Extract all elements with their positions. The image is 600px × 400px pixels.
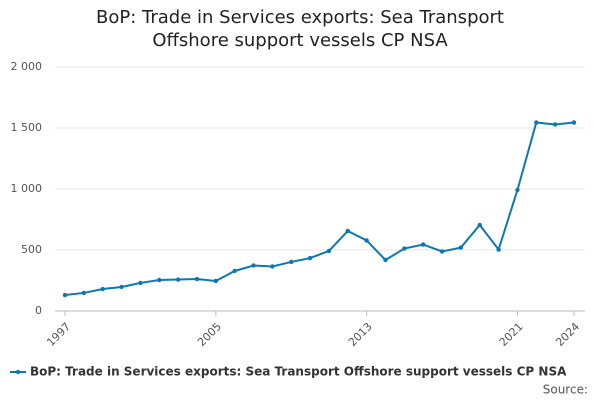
data-point	[420, 242, 426, 247]
data-point	[571, 120, 577, 125]
data-point	[383, 257, 388, 263]
legend-label: BoP: Trade in Services exports: Sea Tran…	[30, 365, 567, 379]
data-point	[552, 122, 558, 127]
x-tick-label: 2005	[195, 320, 224, 349]
data-point	[496, 247, 501, 252]
data-point	[345, 228, 350, 234]
data-point	[251, 263, 256, 268]
source: Source:	[543, 383, 588, 397]
data-point	[232, 268, 237, 274]
legend-marker	[15, 369, 21, 375]
data-point	[81, 290, 87, 296]
data-point	[458, 245, 464, 250]
data-point	[326, 248, 332, 254]
data-point	[289, 259, 294, 265]
y-tick-label: 1 500	[11, 121, 43, 134]
data-point	[270, 264, 275, 269]
data-point	[119, 284, 124, 290]
x-tick-label: 2021	[497, 320, 526, 349]
data-point	[439, 249, 445, 254]
data-point	[402, 246, 407, 251]
data-point	[175, 277, 181, 282]
data-point	[364, 238, 369, 243]
data-point	[477, 222, 482, 228]
data-point	[534, 120, 539, 125]
data-point	[515, 187, 520, 193]
data-point	[213, 278, 219, 284]
chart-title: BoP: Trade in Services exports: Sea Tran…	[96, 7, 504, 51]
y-tick-label: 1 000	[11, 182, 43, 195]
y-tick-label: 500	[21, 243, 42, 256]
data-point	[100, 286, 105, 292]
data-point	[157, 277, 162, 283]
data-point	[138, 280, 143, 286]
series-line	[64, 121, 575, 297]
data-point	[62, 292, 68, 298]
data-point	[307, 255, 313, 261]
x-tick-label: 1997	[44, 320, 73, 349]
data-point	[194, 276, 200, 282]
x-tick-label: 2024	[553, 320, 582, 349]
y-tick-label: 2 000	[11, 60, 43, 73]
y-tick-label: 0	[35, 304, 42, 317]
x-tick-label: 2013	[346, 320, 375, 349]
